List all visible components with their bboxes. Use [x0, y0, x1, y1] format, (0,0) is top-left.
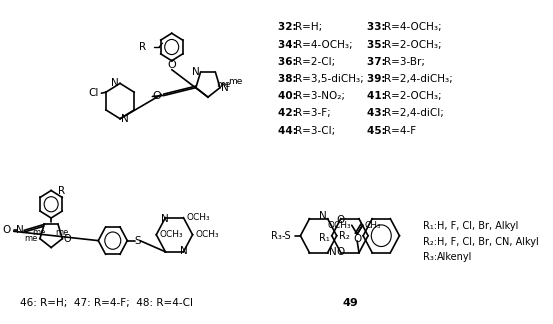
Text: N: N: [121, 114, 129, 124]
Text: H, F, Cl, Br, Alkyl: H, F, Cl, Br, Alkyl: [437, 221, 519, 231]
Text: R₂:: R₂:: [423, 237, 440, 247]
Text: R₁: R₁: [319, 233, 330, 243]
Text: O: O: [168, 60, 176, 70]
Text: 44:: 44:: [278, 126, 300, 136]
Text: N: N: [111, 78, 119, 88]
Text: R₂: R₂: [340, 231, 350, 241]
Text: R=H;: R=H;: [295, 22, 322, 32]
Text: 45:: 45:: [367, 126, 389, 136]
Text: R: R: [59, 186, 65, 195]
Text: R=4-F: R=4-F: [384, 126, 416, 136]
Text: R=3-Br;: R=3-Br;: [384, 57, 425, 67]
Text: CH₃: CH₃: [364, 221, 381, 230]
Text: me: me: [216, 80, 231, 89]
Text: N: N: [161, 214, 169, 224]
Text: Alkenyl: Alkenyl: [437, 252, 473, 262]
Text: O: O: [337, 247, 345, 257]
Text: O: O: [337, 215, 345, 225]
Text: me: me: [24, 234, 38, 243]
Text: N: N: [180, 246, 187, 256]
Text: 40:: 40:: [278, 91, 300, 101]
Text: O: O: [63, 234, 71, 244]
Text: R₁:: R₁:: [423, 221, 440, 231]
Text: 39:: 39:: [367, 74, 389, 84]
Text: S: S: [134, 236, 141, 246]
Text: 32:: 32:: [278, 22, 300, 32]
Text: O: O: [153, 91, 161, 101]
Text: 38:: 38:: [278, 74, 300, 84]
Text: me: me: [228, 77, 243, 86]
Text: R=3,5-diCH₃;: R=3,5-diCH₃;: [295, 74, 364, 84]
Text: 34:: 34:: [278, 40, 300, 50]
Text: OCH₃: OCH₃: [186, 213, 210, 222]
Text: N: N: [192, 67, 200, 77]
Text: 49: 49: [342, 297, 358, 307]
Text: OCH₃: OCH₃: [327, 221, 351, 230]
Text: OCH₃: OCH₃: [195, 230, 219, 239]
Text: 37:: 37:: [367, 57, 389, 67]
Text: R₃: R₃: [272, 231, 282, 241]
Text: Cl: Cl: [88, 88, 98, 98]
Text: R=2,4-diCl;: R=2,4-diCl;: [384, 109, 444, 119]
Text: R: R: [139, 42, 147, 52]
Text: R=4-OCH₃;: R=4-OCH₃;: [384, 22, 442, 32]
Text: R=4-OCH₃;: R=4-OCH₃;: [295, 40, 353, 50]
Text: O: O: [2, 225, 11, 235]
Text: 46: R=H;  47: R=4-F;  48: R=4-Cl: 46: R=H; 47: R=4-F; 48: R=4-Cl: [20, 297, 194, 307]
Text: me: me: [32, 228, 45, 237]
Text: R=3-NO₂;: R=3-NO₂;: [295, 91, 345, 101]
Text: R=2,4-diCH₃;: R=2,4-diCH₃;: [384, 74, 453, 84]
Text: -S: -S: [281, 231, 291, 241]
Text: N: N: [328, 247, 336, 257]
Text: N: N: [15, 225, 23, 235]
Text: R=2-OCH₃;: R=2-OCH₃;: [384, 40, 442, 50]
Text: OCH₃: OCH₃: [159, 230, 182, 239]
Text: O: O: [353, 234, 361, 244]
Text: R=2-Cl;: R=2-Cl;: [295, 57, 336, 67]
Text: R=3-F;: R=3-F;: [295, 109, 331, 119]
Text: N: N: [319, 211, 327, 221]
Text: 35:: 35:: [367, 40, 389, 50]
Text: H, F, Cl, Br, CN, Alkyl: H, F, Cl, Br, CN, Alkyl: [437, 237, 539, 247]
Text: 42:: 42:: [278, 109, 300, 119]
Text: R=3-Cl;: R=3-Cl;: [295, 126, 336, 136]
Text: 36:: 36:: [278, 57, 300, 67]
Text: 41:: 41:: [367, 91, 389, 101]
Text: 43:: 43:: [367, 109, 389, 119]
Text: R₃:: R₃:: [423, 252, 440, 262]
Text: R=2-OCH₃;: R=2-OCH₃;: [384, 91, 442, 101]
Text: 33:: 33:: [367, 22, 389, 32]
Text: me: me: [55, 228, 69, 237]
Text: N: N: [221, 83, 229, 93]
